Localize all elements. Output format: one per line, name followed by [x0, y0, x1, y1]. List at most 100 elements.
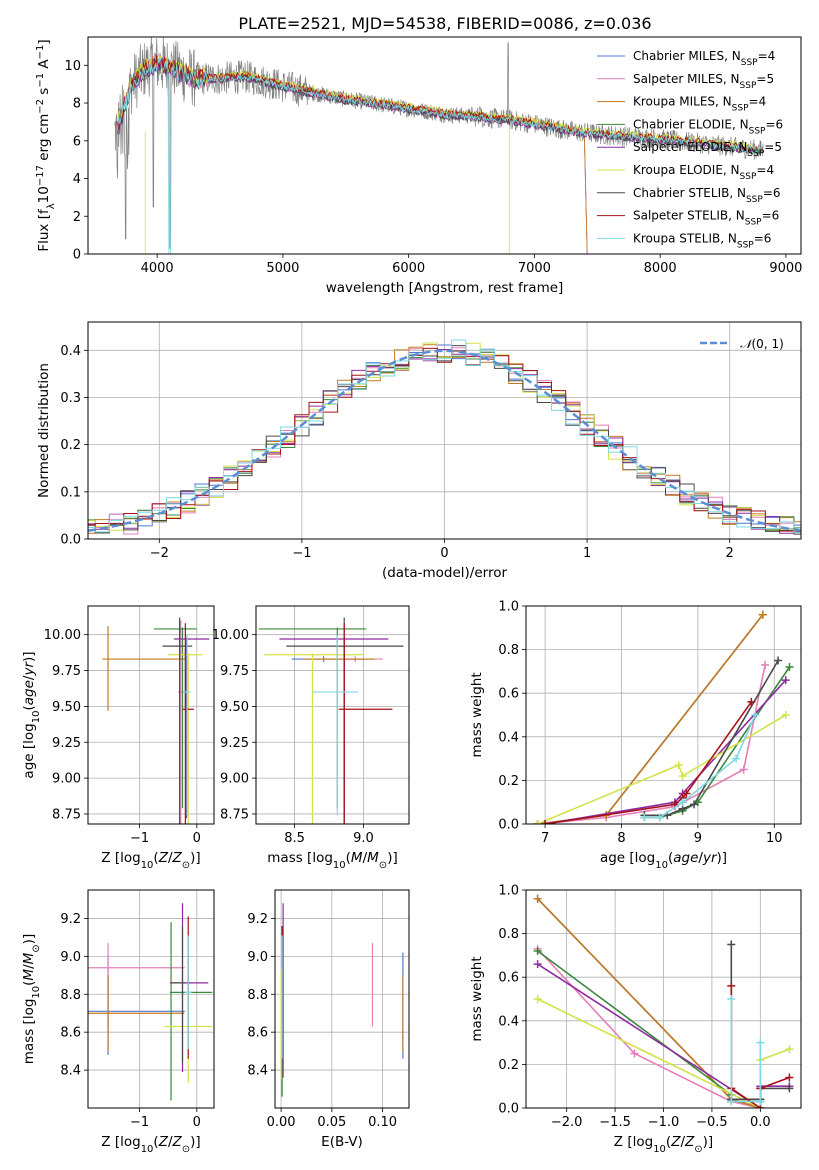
x-tick-label: 6000: [392, 261, 425, 276]
mass-weight-marker: [678, 772, 687, 781]
y-tick-label: 6: [73, 134, 81, 149]
mass-weight-marker: [785, 1045, 794, 1054]
x-tick-label: 7000: [518, 261, 551, 276]
mass-weight-marker: [747, 697, 756, 706]
age-vs-mass-panel: 8.5 9.0 8.75 9.00 9.25 9.50 9.75 10.00 mass [log…: [212, 605, 410, 871]
x-axis-label: Z [log10(Z/Z⊙)]: [101, 850, 200, 871]
legend-label: 𝒩(0, 1): [740, 337, 784, 351]
y-tick-label: 4: [73, 172, 81, 187]
mass-weight-line: [537, 898, 761, 1108]
x-tick-label: −1.5: [599, 1115, 631, 1130]
plot-area: [258, 617, 404, 824]
y-tick-label: 0.4: [498, 1014, 519, 1029]
normal-distribution-curve: [88, 349, 801, 532]
legend-label: Chabrier ELODIE, NSSP=6: [633, 117, 783, 136]
legend-label: Salpeter ELODIE, NSSP=5: [633, 140, 782, 159]
x-tick-label: 0: [193, 1115, 201, 1130]
y-tick-label: 2: [73, 210, 81, 225]
x-axis-label: Z [log10(Z/Z⊙)]: [614, 1134, 713, 1155]
x-tick-label: 0.10: [368, 1115, 397, 1130]
axes-frame: [87, 321, 802, 540]
x-tick-label: 0.0: [750, 1115, 771, 1130]
y-tick-label: 9.00: [220, 772, 249, 787]
x-tick-label: 7: [541, 831, 549, 846]
plot-area: [114, 37, 764, 254]
y-tick-label: 9.75: [220, 664, 249, 679]
x-tick-label: −1: [130, 1115, 149, 1130]
y-tick-label: 1.0: [498, 884, 519, 899]
mass-weight-marker: [785, 1084, 794, 1093]
y-tick-label: 0.2: [498, 774, 519, 789]
mass-weight-line: [730, 999, 762, 1103]
mass-weight-marker: [774, 656, 783, 665]
mass-weight-marker: [781, 711, 790, 719]
mass-weight-marker: [751, 711, 760, 719]
legend-label: Chabrier MILES, NSSP=4: [633, 49, 775, 68]
y-tick-label: 0.0: [498, 818, 519, 833]
x-axis-label: Z [log10(Z/Z⊙)]: [101, 1134, 200, 1155]
x-tick-label: 9: [694, 831, 702, 846]
x-tick-label: −2.0: [551, 1115, 583, 1130]
y-tick-label: 9.0: [60, 950, 81, 965]
mass-vs-ebv-panel: 0.00 0.05 0.10 8.4 8.6 8.8 9.0 9.2 E(B-V): [247, 889, 410, 1150]
x-tick-label: −0.5: [696, 1115, 728, 1130]
y-tick-label: 9.0: [247, 950, 268, 965]
y-tick-label: 0.8: [498, 643, 519, 658]
x-tick-label: 0.00: [267, 1115, 296, 1130]
y-tick-label: 10.00: [212, 628, 249, 643]
x-tick-label: −2: [150, 546, 169, 561]
mass-vs-metallicity-panel: −1 0 8.4 8.6 8.8 9.0 9.2 Z [log10(Z/Z⊙)] mass [l…: [21, 889, 215, 1155]
mass-weight-marker: [732, 754, 741, 763]
mass-weight-line: [537, 950, 761, 1103]
x-tick-label: 8.5: [284, 831, 305, 846]
mass-weight-marker: [533, 960, 542, 969]
mass-weight-marker: [533, 820, 542, 824]
model-spectrum-line: [116, 55, 588, 254]
y-tick-label: 0.1: [60, 485, 81, 500]
mass-weight-line: [544, 701, 752, 824]
model-spectrum-line: [116, 55, 588, 254]
y-tick-label: 0.3: [60, 391, 81, 406]
mass-weight-marker: [727, 995, 736, 1003]
plot-area: [280, 903, 404, 1097]
mass-weight-marker: [682, 789, 691, 798]
axes-frame: [255, 605, 410, 825]
mass-weight-line: [537, 898, 761, 1108]
legend-label: Kroupa STELIB, NSSP=6: [633, 231, 771, 250]
residual-histogram-step: [88, 349, 801, 534]
axes-frame: [525, 605, 802, 825]
mass-weight-marker: [785, 1073, 794, 1082]
y-tick-label: 0.4: [498, 730, 519, 745]
y-tick-label: 0: [73, 248, 81, 263]
legend-label: Salpeter STELIB, NSSP=6: [633, 209, 779, 228]
mass-weight-marker: [756, 1038, 765, 1047]
mass-weight-marker: [785, 663, 794, 672]
x-tick-label: −1.0: [648, 1115, 680, 1130]
x-tick-label: −1: [130, 831, 149, 846]
y-tick-label: 8.6: [247, 1026, 268, 1041]
mass-weight-line: [537, 714, 787, 824]
model-spectrum-line: [116, 54, 761, 152]
x-axis-label: mass [log10(M/M⊙)]: [267, 850, 397, 871]
y-tick-label: 9.50: [52, 700, 81, 715]
mass-weight-marker: [756, 1097, 765, 1106]
mass-weight-marker: [533, 947, 542, 956]
y-tick-label: 8.6: [60, 1026, 81, 1041]
y-tick-label: 9.75: [52, 664, 81, 679]
y-tick-label: 10.00: [44, 628, 81, 643]
axes-frame: [525, 889, 802, 1109]
legend-label: Kroupa MILES, NSSP=4: [633, 95, 766, 114]
mass-weight-marker: [674, 761, 683, 770]
mass-weight-marker: [758, 610, 767, 619]
mass-weight-marker: [678, 798, 687, 807]
axes-frame: [274, 889, 410, 1109]
y-axis-label: Flux [fλ10−17 erg cm−2 s−1 A−1]: [35, 39, 57, 251]
y-tick-label: 9.50: [220, 700, 249, 715]
x-tick-label: 5000: [266, 261, 299, 276]
legend-label: Salpeter MILES, NSSP=5: [633, 72, 774, 91]
mass-weight-line: [537, 614, 764, 824]
plot-area: [533, 610, 794, 824]
y-tick-label: 1.0: [498, 600, 519, 615]
age-vs-metallicity-panel: −1 0 8.75 9.00 9.25 9.50 9.75 10.00 Z [log10(Z/Z…: [21, 605, 215, 871]
